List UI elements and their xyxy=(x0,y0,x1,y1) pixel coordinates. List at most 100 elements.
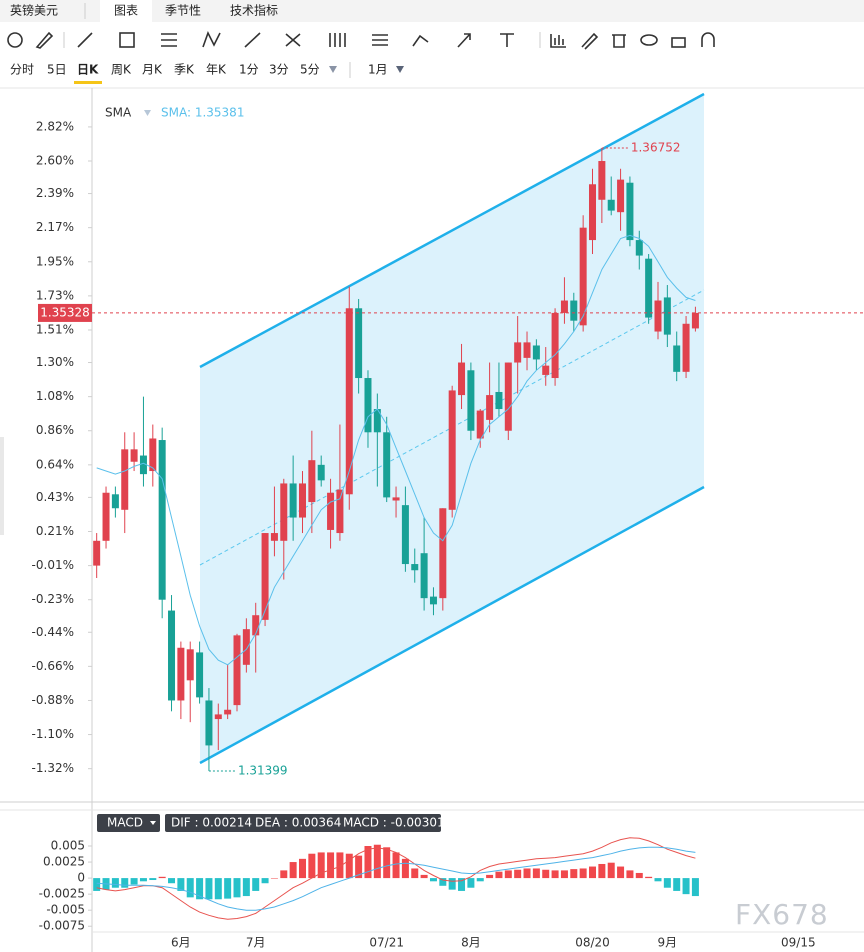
icon[interactable] xyxy=(7,32,23,48)
icon[interactable] xyxy=(640,34,658,46)
candle-body xyxy=(364,378,372,433)
watermark: FX678 xyxy=(735,898,829,931)
dropdown-arrow[interactable] xyxy=(144,110,151,116)
y-tick-label: -1.32% xyxy=(32,761,74,775)
candle-body xyxy=(626,182,634,241)
macd-bar xyxy=(270,878,278,879)
macd-bar xyxy=(411,868,419,879)
icon[interactable] xyxy=(612,34,626,48)
tab[interactable]: 季节性 xyxy=(165,4,201,18)
macd-bar xyxy=(345,853,353,879)
macd-bar xyxy=(654,878,662,882)
macd-bar xyxy=(663,878,671,888)
y-tick-label: 2.82% xyxy=(36,119,74,133)
y-tick-label: 1.08% xyxy=(36,389,74,403)
y-tick-label: -0.23% xyxy=(32,592,74,606)
candle-body xyxy=(111,494,119,509)
icon[interactable] xyxy=(202,30,221,48)
candle-body xyxy=(663,297,671,335)
timeframe-active[interactable]: 日K xyxy=(77,63,99,77)
icon[interactable] xyxy=(77,32,93,48)
timeframe[interactable]: 5分 xyxy=(300,63,320,77)
candle-body xyxy=(504,362,512,431)
candle-body xyxy=(448,390,456,510)
icon[interactable] xyxy=(329,33,346,47)
icon[interactable] xyxy=(550,34,566,48)
dropdown-arrow[interactable] xyxy=(150,821,156,825)
active-tab[interactable] xyxy=(100,0,152,22)
candle-body xyxy=(224,709,232,715)
y-tick-label: -1.10% xyxy=(32,727,74,741)
candle-body xyxy=(383,432,391,498)
macd-bar xyxy=(645,876,653,879)
macd-bar xyxy=(121,878,129,888)
candle-body xyxy=(289,483,297,518)
timeframe[interactable]: 周K xyxy=(111,63,132,77)
candle-body xyxy=(411,564,419,571)
candle-body xyxy=(149,438,157,472)
macd-bar xyxy=(392,852,400,879)
candle-body xyxy=(673,345,681,372)
timeframe[interactable]: 分时 xyxy=(10,63,34,77)
macd-bar xyxy=(617,866,625,879)
tab[interactable]: 图表 xyxy=(114,4,138,18)
icon[interactable] xyxy=(285,33,301,47)
y-tick-label: 2.60% xyxy=(36,154,74,168)
candle-body xyxy=(617,179,625,213)
candle-body xyxy=(589,184,597,241)
icon[interactable] xyxy=(671,37,686,48)
dropdown-arrow[interactable] xyxy=(396,66,404,73)
macd-bar xyxy=(598,863,606,879)
icon[interactable] xyxy=(372,34,388,46)
icon[interactable] xyxy=(412,34,429,47)
y-tick-label: 1.30% xyxy=(36,355,74,369)
icon[interactable] xyxy=(457,33,471,48)
side-handle[interactable] xyxy=(0,437,4,535)
macd-bar xyxy=(514,869,522,879)
dropdown-arrow[interactable] xyxy=(329,66,337,73)
y-tick-label: -0.88% xyxy=(32,693,74,707)
candle-body xyxy=(233,635,241,706)
x-tick-label: 08/20 xyxy=(575,936,610,950)
candle-body xyxy=(495,391,503,410)
y-tick-label: 0.21% xyxy=(36,524,74,538)
macd-bar xyxy=(289,862,297,879)
timeframe[interactable]: 年K xyxy=(206,63,227,77)
icon[interactable] xyxy=(701,32,715,47)
sma-line xyxy=(96,234,696,666)
dea-line xyxy=(96,846,696,911)
candle-body xyxy=(139,455,147,475)
icon[interactable] xyxy=(119,32,135,48)
macd-bar xyxy=(589,866,597,879)
timeframe[interactable]: 3分 xyxy=(269,63,289,77)
icon[interactable] xyxy=(500,33,514,47)
candle-body xyxy=(645,258,653,318)
candle-body xyxy=(476,410,484,439)
macd-bar xyxy=(298,858,306,879)
timeframe[interactable]: 季K xyxy=(174,63,195,77)
x-tick-label: 07/21 xyxy=(369,936,404,950)
timeframe[interactable]: 5日 xyxy=(47,63,67,77)
candle-body xyxy=(691,312,699,329)
tab[interactable]: 技术指标 xyxy=(230,3,278,18)
macd-tick-label: 0 xyxy=(77,871,85,885)
candle-body xyxy=(308,460,316,503)
macd-legend-box[interactable] xyxy=(97,814,160,832)
macd-bar xyxy=(691,878,699,897)
icon[interactable] xyxy=(581,32,599,50)
timeframe[interactable]: 1分 xyxy=(239,63,259,77)
timeframe[interactable]: 月K xyxy=(142,63,163,77)
macd-bar xyxy=(280,870,288,879)
icon[interactable] xyxy=(35,31,54,49)
y-tick-label: 0.64% xyxy=(36,457,74,471)
macd-bar xyxy=(523,868,531,879)
macd-values-box xyxy=(165,814,441,832)
candle-body xyxy=(298,483,306,518)
period[interactable]: 1月 xyxy=(368,63,388,77)
icon[interactable] xyxy=(161,33,177,47)
high-label: 1.36752 xyxy=(631,140,681,154)
macd-bar xyxy=(542,869,550,879)
candle-body xyxy=(196,652,204,698)
icon[interactable] xyxy=(244,32,261,48)
candle-body xyxy=(317,464,325,481)
